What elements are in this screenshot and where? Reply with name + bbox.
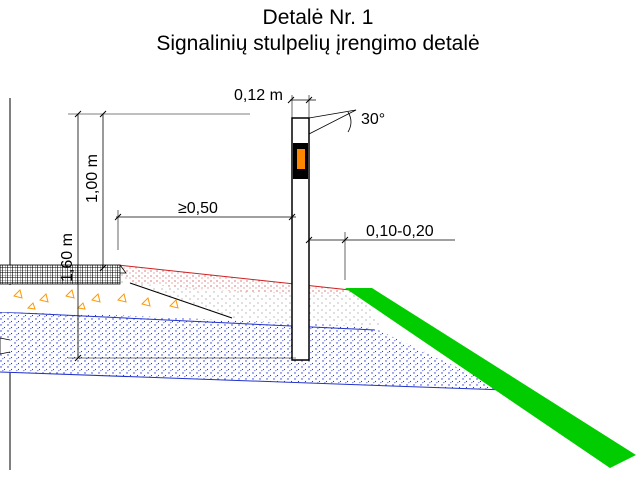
post-width-label: 0,12 m <box>234 87 283 104</box>
drawing-subtitle: Signalinių stulpelių įrengimo detalė <box>156 32 480 55</box>
edge-slope <box>345 288 636 468</box>
gap-label: 0,10-0,20 <box>366 223 434 240</box>
height-above-label: 1,00 m <box>84 154 101 203</box>
base-layer <box>0 283 230 318</box>
offset-label: ≥0,50 <box>178 200 218 217</box>
total-height-label: 1,60 m <box>59 233 76 282</box>
orange-reflector-icon <box>297 149 305 169</box>
angle-label: 30° <box>361 111 385 128</box>
asphalt-hatch <box>0 264 121 285</box>
subbase-layer <box>0 310 505 390</box>
drawing-title: Detalė Nr. 1 <box>262 6 374 29</box>
base-triangles <box>13 289 179 310</box>
